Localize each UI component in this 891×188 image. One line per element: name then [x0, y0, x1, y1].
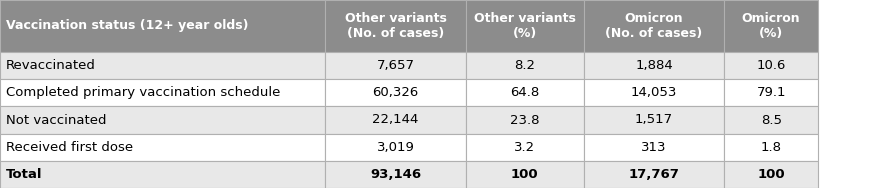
Bar	[0, 106, 325, 134]
Bar	[584, 134, 724, 161]
Text: 17,767: 17,767	[628, 168, 680, 181]
Text: 313: 313	[642, 141, 666, 154]
Text: 3.2: 3.2	[514, 141, 535, 154]
Bar	[325, 79, 466, 106]
Bar	[466, 0, 584, 52]
Text: 64.8: 64.8	[511, 86, 539, 99]
Text: 1.8: 1.8	[761, 141, 781, 154]
Bar	[584, 161, 724, 188]
Text: Omicron
(No. of cases): Omicron (No. of cases)	[605, 12, 703, 40]
Text: 100: 100	[757, 168, 785, 181]
Bar	[584, 0, 724, 52]
Text: 1,884: 1,884	[635, 59, 673, 72]
Text: 22,144: 22,144	[372, 114, 419, 127]
Text: Received first dose: Received first dose	[6, 141, 133, 154]
Bar	[724, 0, 818, 52]
Text: 10.6: 10.6	[756, 59, 786, 72]
Text: 3,019: 3,019	[377, 141, 414, 154]
Text: 100: 100	[511, 168, 539, 181]
Bar	[0, 79, 325, 106]
Text: 8.5: 8.5	[761, 114, 781, 127]
Text: 14,053: 14,053	[631, 86, 677, 99]
Text: 79.1: 79.1	[756, 86, 786, 99]
Text: Total: Total	[6, 168, 43, 181]
Bar	[325, 0, 466, 52]
Bar	[584, 106, 724, 134]
Bar	[466, 79, 584, 106]
Bar	[466, 161, 584, 188]
Text: 93,146: 93,146	[370, 168, 421, 181]
Bar	[0, 52, 325, 79]
Text: Revaccinated: Revaccinated	[6, 59, 96, 72]
Bar	[0, 0, 325, 52]
Text: Omicron
(%): Omicron (%)	[742, 12, 800, 40]
Text: 60,326: 60,326	[372, 86, 419, 99]
Bar	[466, 52, 584, 79]
Bar	[466, 134, 584, 161]
Text: 7,657: 7,657	[377, 59, 414, 72]
Bar	[724, 106, 818, 134]
Text: 8.2: 8.2	[514, 59, 535, 72]
Text: Vaccination status (12+ year olds): Vaccination status (12+ year olds)	[6, 20, 249, 33]
Text: Not vaccinated: Not vaccinated	[6, 114, 107, 127]
Text: 1,517: 1,517	[635, 114, 673, 127]
Text: Completed primary vaccination schedule: Completed primary vaccination schedule	[6, 86, 281, 99]
Bar	[325, 106, 466, 134]
Bar	[584, 79, 724, 106]
Bar	[724, 79, 818, 106]
Bar	[466, 106, 584, 134]
Text: Other variants
(No. of cases): Other variants (No. of cases)	[345, 12, 446, 40]
Bar	[724, 134, 818, 161]
Bar	[0, 161, 325, 188]
Bar	[325, 134, 466, 161]
Bar	[584, 52, 724, 79]
Bar	[724, 161, 818, 188]
Text: 23.8: 23.8	[510, 114, 540, 127]
Bar	[325, 161, 466, 188]
Bar	[325, 52, 466, 79]
Bar	[724, 52, 818, 79]
Text: Other variants
(%): Other variants (%)	[474, 12, 576, 40]
Bar	[0, 134, 325, 161]
